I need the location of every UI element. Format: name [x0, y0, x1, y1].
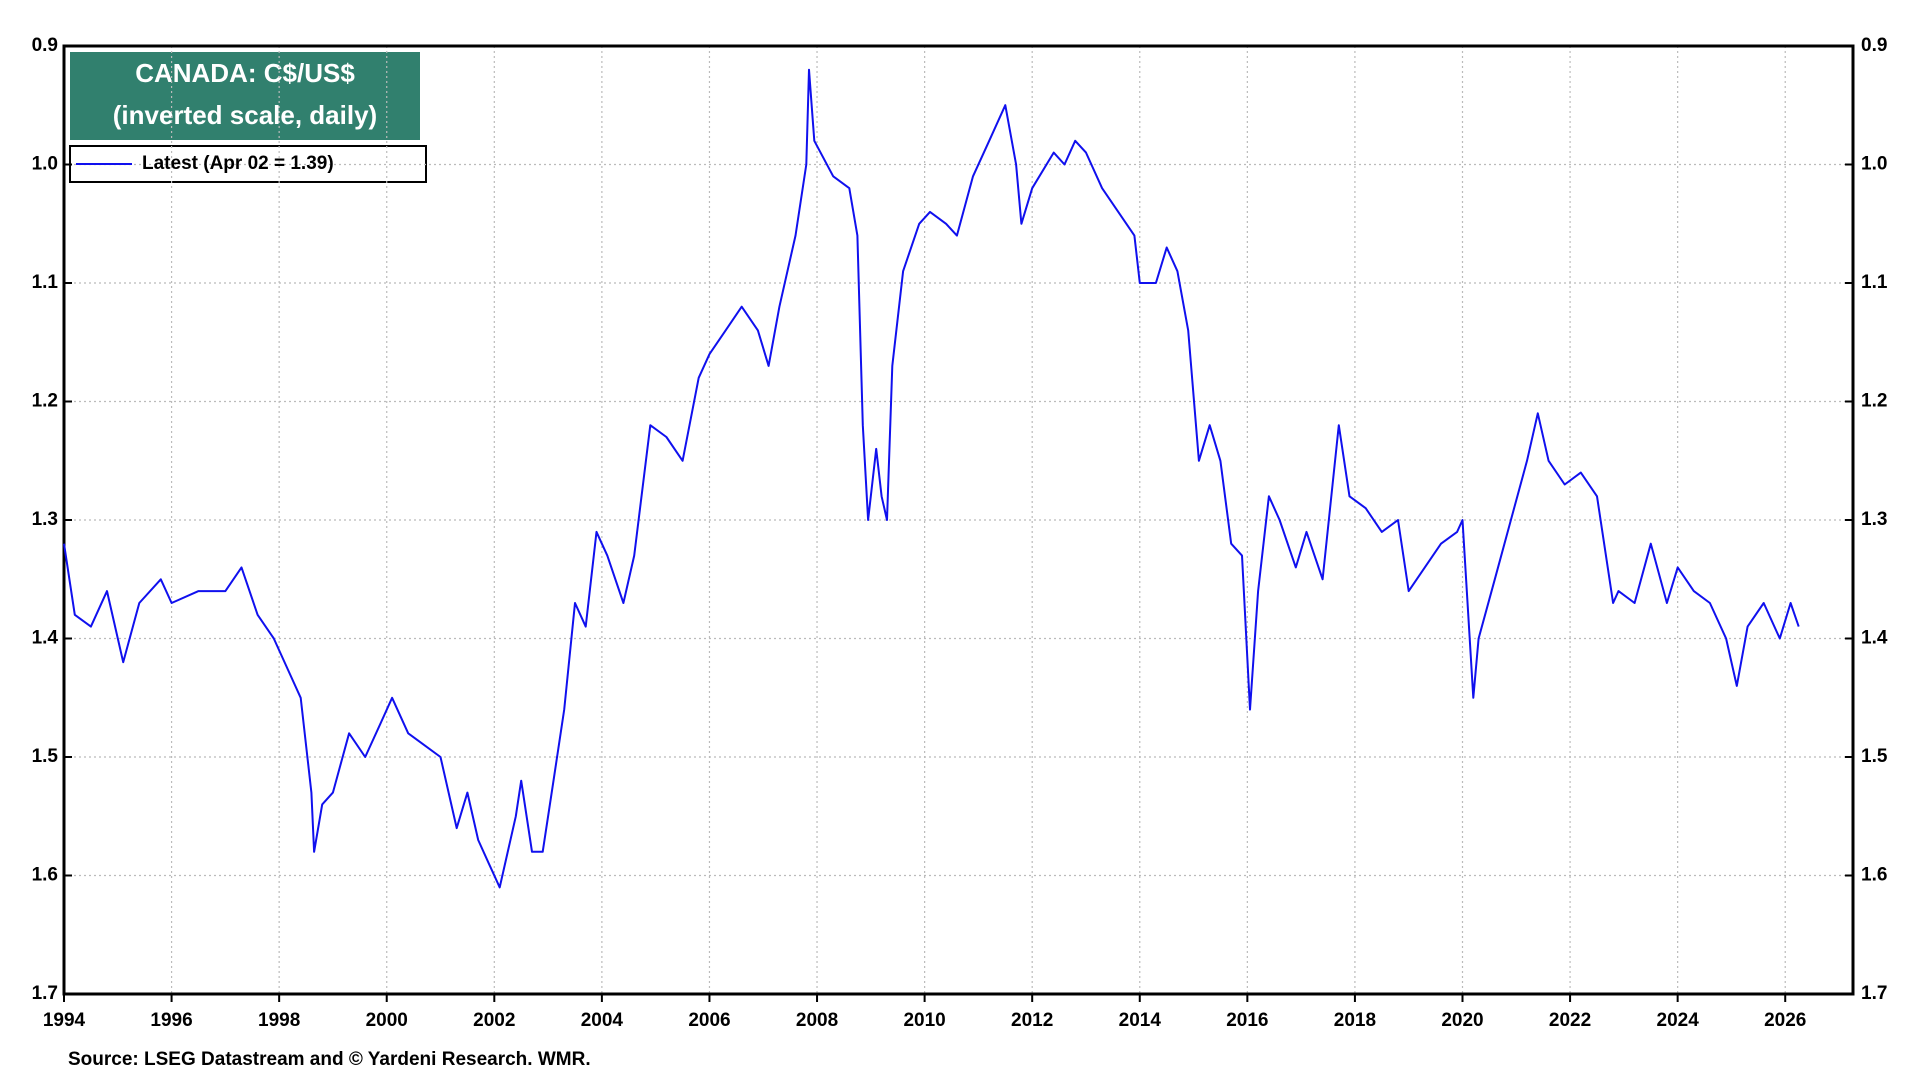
y2-tick-label: 0.9 — [1861, 35, 1887, 56]
x-tick-label: 1996 — [150, 1010, 192, 1031]
y2-tick-label: 1.3 — [1861, 509, 1887, 530]
y2-tick-label: 1.5 — [1861, 746, 1888, 767]
y-tick-label: 1.0 — [32, 154, 58, 175]
x-tick-label: 2004 — [581, 1010, 624, 1031]
y2-tick-label: 1.4 — [1861, 628, 1888, 649]
x-tick-label: 2000 — [366, 1010, 408, 1031]
x-tick-label: 1998 — [258, 1010, 300, 1031]
y-tick-label: 1.3 — [32, 509, 58, 530]
x-tick-label: 1994 — [43, 1010, 86, 1031]
y-tick-label: 1.7 — [32, 983, 58, 1004]
title-box — [70, 52, 420, 140]
y2-tick-label: 1.6 — [1861, 865, 1887, 886]
y-tick-label: 1.5 — [32, 746, 59, 767]
x-tick-label: 2002 — [473, 1010, 515, 1031]
x-tick-label: 2020 — [1441, 1010, 1483, 1031]
x-tick-label: 2026 — [1764, 1010, 1806, 1031]
y2-tick-label: 1.1 — [1861, 272, 1888, 293]
y-tick-label: 1.6 — [32, 865, 58, 886]
x-tick-label: 2006 — [688, 1010, 730, 1031]
chart-subtitle: (inverted scale, daily) — [113, 100, 377, 130]
x-tick-label: 2014 — [1119, 1010, 1162, 1031]
data-line — [63, 68, 1800, 889]
x-tick-label: 2016 — [1226, 1010, 1268, 1031]
legend-label: Latest (Apr 02 = 1.39) — [142, 153, 334, 174]
plot-frame — [62, 44, 1855, 996]
x-tick-label: 2010 — [903, 1010, 945, 1031]
y-tick-label: 1.2 — [32, 391, 58, 412]
source-note: Source: LSEG Datastream and © Yardeni Re… — [68, 1049, 591, 1070]
y-tick-label: 1.1 — [32, 272, 59, 293]
y2-tick-label: 1.0 — [1861, 154, 1887, 175]
x-tick-label: 2012 — [1011, 1010, 1053, 1031]
x-tick-label: 2018 — [1334, 1010, 1376, 1031]
y2-tick-label: 1.7 — [1861, 983, 1887, 1004]
chart-title: CANADA: C$/US$ — [135, 58, 355, 88]
x-tick-label: 2022 — [1549, 1010, 1591, 1031]
y-tick-label: 1.4 — [32, 628, 59, 649]
y-tick-label: 0.9 — [32, 35, 58, 56]
x-tick-label: 2024 — [1657, 1010, 1700, 1031]
x-tick-label: 2008 — [796, 1010, 838, 1031]
y2-tick-label: 1.2 — [1861, 391, 1887, 412]
